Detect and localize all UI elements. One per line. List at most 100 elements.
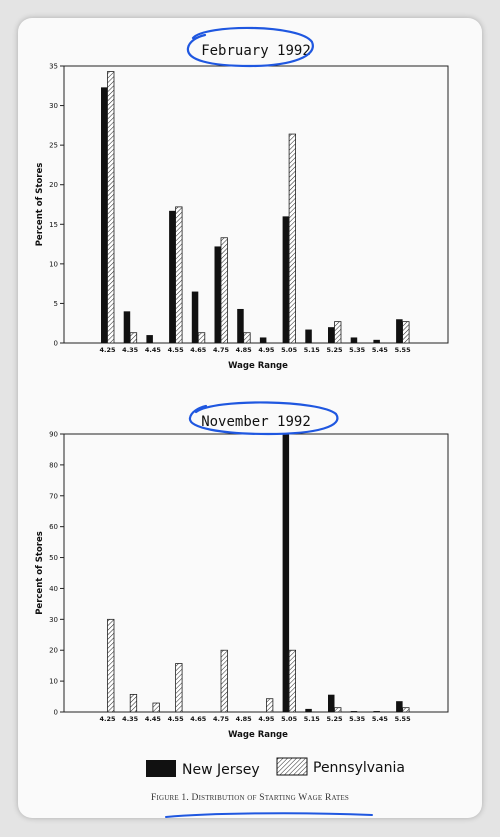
- bar-pennsylvania: [334, 707, 342, 713]
- legend-label-new-jersey: New Jersey: [182, 762, 260, 778]
- bar-new-jersey: [396, 319, 403, 343]
- y-tick-label: 5: [54, 300, 58, 308]
- figure-caption: Figure 1. Distribution of Starting Wage …: [150, 793, 350, 803]
- bar-new-jersey: [169, 210, 176, 343]
- x-tick-label: 4.35: [122, 715, 139, 723]
- y-tick-label: 60: [49, 523, 58, 531]
- x-tick-label: 5.35: [349, 346, 366, 354]
- bar-new-jersey: [373, 339, 380, 343]
- bar-pennsylvania: [129, 693, 138, 713]
- x-tick-label: 5.35: [349, 715, 366, 723]
- bar-new-jersey: [328, 694, 335, 712]
- legend-swatch-new-jersey: [146, 760, 176, 777]
- y-axis-label: Percent of Stores: [35, 531, 45, 615]
- bar-new-jersey: [123, 311, 131, 343]
- y-tick-label: 70: [49, 492, 58, 500]
- x-tick-label: 4.55: [168, 346, 185, 354]
- y-tick-label: 30: [49, 616, 58, 624]
- bar-pennsylvania: [243, 332, 251, 344]
- legend: New Jersey Pennsylvania: [146, 757, 405, 778]
- chart-title: February 1992: [201, 43, 311, 59]
- y-tick-label: 20: [49, 181, 58, 189]
- x-tick-label: 4.25: [99, 715, 116, 723]
- x-tick-label: 5.45: [372, 715, 389, 723]
- x-tick-label: 4.85: [236, 346, 253, 354]
- bar-new-jersey: [282, 434, 290, 712]
- bar-pennsylvania: [288, 649, 297, 713]
- bar-new-jersey: [101, 87, 108, 344]
- bar-pennsylvania: [107, 71, 115, 344]
- y-tick-label: 10: [49, 260, 58, 268]
- bar-pennsylvania: [220, 649, 228, 713]
- legend-swatch-pennsylvania: [276, 757, 308, 776]
- x-tick-label: 5.45: [372, 346, 389, 354]
- y-tick-label: 15: [49, 221, 58, 229]
- chart-november-1992: November 1992 0 10 20 30 40 50 60 70 80 90 Percent …: [35, 414, 449, 740]
- x-axis-label: Wage Range: [228, 361, 288, 371]
- chart-title: November 1992: [201, 414, 311, 430]
- y-tick-label: 20: [49, 647, 58, 655]
- bar-new-jersey: [259, 337, 267, 343]
- y-tick-label: 90: [49, 431, 58, 439]
- x-tick-label: 5.25: [326, 715, 343, 723]
- x-tick-label: 4.65: [190, 715, 207, 723]
- x-tick-label: 4.45: [145, 346, 162, 354]
- bar-new-jersey: [350, 337, 358, 343]
- bar-pennsylvania: [402, 707, 410, 713]
- bar-pennsylvania: [175, 663, 183, 713]
- x-tick-label: 4.25: [99, 346, 116, 354]
- bar-new-jersey: [282, 216, 290, 343]
- x-tick-label: 4.35: [122, 346, 139, 354]
- bar-pennsylvania: [334, 321, 342, 344]
- x-tick-label: 5.05: [281, 715, 298, 723]
- bar-new-jersey: [328, 327, 335, 343]
- bar-pennsylvania: [152, 702, 160, 713]
- x-tick-label: 5.15: [304, 346, 321, 354]
- x-axis-label: Wage Range: [228, 730, 288, 740]
- y-tick-label: 10: [49, 678, 58, 686]
- bar-new-jersey: [146, 335, 153, 343]
- bar-pennsylvania: [129, 332, 138, 344]
- y-tick-label: 35: [49, 63, 58, 71]
- bar-new-jersey: [214, 246, 221, 343]
- bar-new-jersey: [237, 308, 244, 343]
- x-tick-label: 4.55: [168, 715, 185, 723]
- x-tick-label: 4.95: [258, 346, 275, 354]
- bar-new-jersey: [396, 701, 403, 712]
- bar-pennsylvania: [402, 321, 410, 344]
- y-tick-label: 40: [49, 585, 58, 593]
- x-tick-label: 4.75: [213, 715, 230, 723]
- bar-pennsylvania: [197, 332, 206, 344]
- y-tick-label: 50: [49, 554, 58, 562]
- plot-frame: [63, 65, 449, 344]
- bar-pennsylvania: [265, 698, 274, 713]
- bar-pennsylvania: [220, 237, 228, 344]
- bar-pennsylvania: [288, 133, 297, 344]
- x-tick-label: 5.15: [304, 715, 321, 723]
- bar-new-jersey: [373, 711, 380, 712]
- x-tick-label: 4.95: [258, 715, 275, 723]
- x-tick-label: 5.55: [395, 346, 412, 354]
- bar-new-jersey: [305, 329, 312, 343]
- y-tick-label: 0: [54, 709, 58, 717]
- x-tick-label: 5.55: [395, 715, 412, 723]
- bar-pennsylvania: [107, 618, 115, 713]
- bar-new-jersey: [191, 291, 199, 343]
- y-axis-label: Percent of Stores: [35, 163, 45, 247]
- y-tick-label: 80: [49, 461, 58, 469]
- bar-new-jersey: [305, 708, 312, 712]
- legend-label-pennsylvania: Pennsylvania: [313, 760, 405, 776]
- bar-pennsylvania: [175, 206, 183, 344]
- y-tick-label: 0: [54, 340, 58, 348]
- x-tick-label: 4.75: [213, 346, 230, 354]
- x-tick-label: 5.05: [281, 346, 298, 354]
- plot-frame: [63, 433, 449, 713]
- x-tick-label: 4.65: [190, 346, 207, 354]
- y-tick-label: 25: [49, 142, 58, 150]
- x-tick-label: 5.25: [326, 346, 343, 354]
- y-tick-label: 30: [49, 102, 58, 110]
- x-tick-label: 4.85: [236, 715, 253, 723]
- x-tick-label: 4.45: [145, 715, 162, 723]
- bar-new-jersey: [350, 711, 358, 712]
